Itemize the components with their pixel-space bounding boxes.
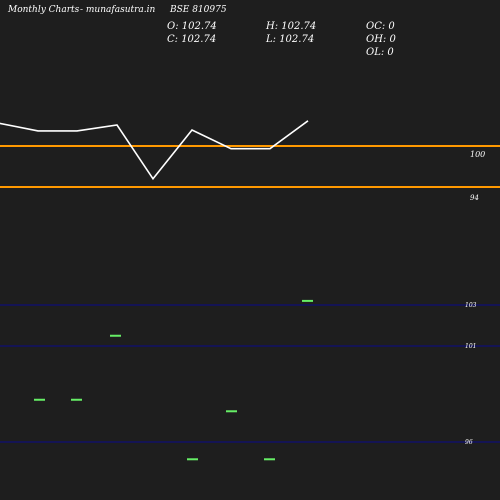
- ohlc-oh: OH: 0: [366, 34, 396, 45]
- chart-site: - munafasutra.in: [80, 5, 156, 15]
- chart-brand: Monthly Charts: [8, 5, 80, 15]
- ohlc-high: H: 102.74: [266, 21, 317, 32]
- ohlc-low: L: 102.74: [266, 34, 315, 45]
- ohlc-open: O: 102.74: [167, 21, 217, 32]
- level-label-100: 100: [470, 150, 485, 159]
- level-label-94: 94: [470, 194, 479, 202]
- ohlc-close: C: 102.74: [167, 34, 217, 45]
- grid-label-103: 103: [465, 302, 477, 309]
- chart-symbol: BSE 810975: [170, 5, 227, 15]
- grid-label-101: 101: [465, 343, 476, 350]
- ohlc-ol: OL: 0: [366, 47, 394, 58]
- ohlc-oc: OC: 0: [366, 21, 395, 32]
- price-line: [0, 120, 309, 181]
- grid-label-96: 96: [465, 439, 473, 446]
